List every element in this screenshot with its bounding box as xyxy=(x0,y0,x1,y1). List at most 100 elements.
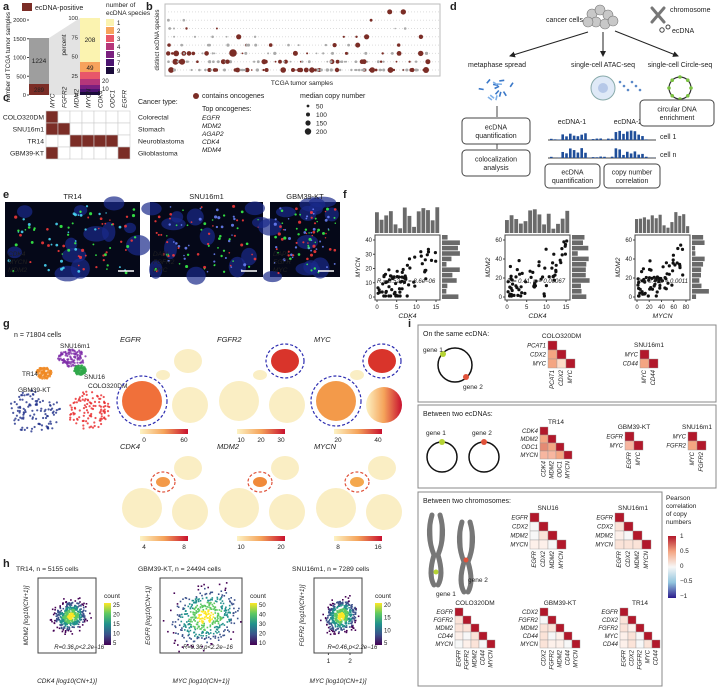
density-cell xyxy=(234,623,236,625)
density-cell xyxy=(190,607,192,609)
row-label: CD44 xyxy=(623,361,639,367)
bar-label: 289 xyxy=(34,88,45,94)
sample-dot xyxy=(306,52,308,54)
sample-dot xyxy=(187,51,192,56)
histogram-bar xyxy=(547,214,551,233)
box-label: quantification xyxy=(475,133,516,140)
histogram-bar xyxy=(659,215,662,233)
sample-dot xyxy=(316,53,318,55)
umap-point xyxy=(42,400,44,402)
fish-signal xyxy=(92,243,94,245)
density-cell xyxy=(229,608,231,610)
fish-signal xyxy=(173,241,175,243)
histogram-bar xyxy=(380,220,384,233)
density-cell xyxy=(346,606,348,608)
fish-signal xyxy=(105,251,107,253)
density-cell xyxy=(341,612,343,614)
gene-label: CDK4 xyxy=(202,139,220,146)
fish-signal xyxy=(160,234,162,236)
density-cell xyxy=(219,625,221,627)
umap-point xyxy=(40,410,42,412)
heatmap-cell xyxy=(620,632,628,640)
density-cell xyxy=(212,604,214,606)
fish-signal xyxy=(176,224,178,226)
matrix-cell xyxy=(58,147,70,159)
heatmap-cell xyxy=(572,640,580,648)
histogram-bar xyxy=(651,215,654,233)
fish-signal xyxy=(294,213,296,215)
density-cell xyxy=(213,621,215,623)
row-label: MYC xyxy=(610,443,624,449)
tick-label: 20 xyxy=(384,603,391,609)
stats-label: R=0.36,p<2.2e−16 xyxy=(54,645,105,651)
heatmap-cell xyxy=(540,616,548,624)
density-cell xyxy=(202,611,204,613)
fish-signal xyxy=(179,263,181,265)
density-cell xyxy=(193,614,195,616)
density-cell xyxy=(190,638,192,640)
umap-point xyxy=(69,419,71,421)
scatter-point xyxy=(401,271,404,274)
umap-point xyxy=(87,411,89,413)
density-cell xyxy=(80,617,82,619)
scatter-point xyxy=(538,260,541,263)
axis-label: CDK4 xyxy=(398,313,416,320)
density-cell xyxy=(233,631,235,633)
sample-dot xyxy=(425,52,428,55)
matrix-cell xyxy=(118,147,130,159)
sample-dot xyxy=(198,69,201,72)
fish-signal xyxy=(251,254,253,256)
umap-point xyxy=(103,396,105,398)
fish-signal xyxy=(47,269,49,271)
density-cell xyxy=(209,617,211,619)
histogram-bar xyxy=(572,251,578,256)
fish-signal xyxy=(275,218,277,220)
fish-signal xyxy=(212,225,214,227)
umap-point xyxy=(104,418,106,420)
segment-label: 208 xyxy=(85,37,96,44)
fish-signal xyxy=(109,219,110,220)
density-cell xyxy=(337,623,339,625)
density-cell xyxy=(201,632,203,634)
density-cell xyxy=(331,613,333,615)
density-cell xyxy=(198,608,200,610)
sample-dot xyxy=(208,44,211,47)
density-cell xyxy=(189,599,191,601)
fish-signal xyxy=(200,229,202,231)
fish-signal xyxy=(310,250,312,252)
density-cell xyxy=(77,614,79,616)
column-label: CDK4 xyxy=(541,460,547,477)
density-cell xyxy=(177,644,179,646)
density-cell xyxy=(215,618,217,620)
umap-blob xyxy=(366,387,402,423)
umap-point xyxy=(93,421,95,423)
density-cell xyxy=(224,635,226,637)
scatter-point xyxy=(647,294,650,297)
sample-dot xyxy=(253,61,255,63)
metaphase-icon xyxy=(496,95,497,100)
axis-label: MYC [log10(CN+1)] xyxy=(310,678,367,685)
umap-point xyxy=(92,397,94,399)
umap-point xyxy=(14,401,16,403)
sample-dot xyxy=(409,61,411,63)
scatter-point xyxy=(641,293,644,296)
histogram-bar xyxy=(692,257,705,262)
heatmap-cell xyxy=(548,341,557,350)
density-cell xyxy=(78,598,80,600)
density-cell xyxy=(348,597,350,599)
umap-blob xyxy=(316,381,356,421)
density-cell xyxy=(329,630,331,632)
row-label: Neuroblastoma xyxy=(138,139,184,146)
tick-label: 25 xyxy=(113,603,120,609)
tick-label: 30 xyxy=(365,252,372,258)
heatmap-title: TR14 xyxy=(632,600,648,607)
column-label: CD44 xyxy=(480,649,486,665)
umap-point xyxy=(40,408,42,410)
fish-signal xyxy=(237,227,239,229)
scale-label: 30 xyxy=(277,437,285,444)
row-label: Stomach xyxy=(138,127,165,134)
density-cell xyxy=(204,638,206,640)
umap-point xyxy=(39,377,41,379)
density-cell xyxy=(50,619,52,621)
tick-label: 5 xyxy=(113,641,117,647)
